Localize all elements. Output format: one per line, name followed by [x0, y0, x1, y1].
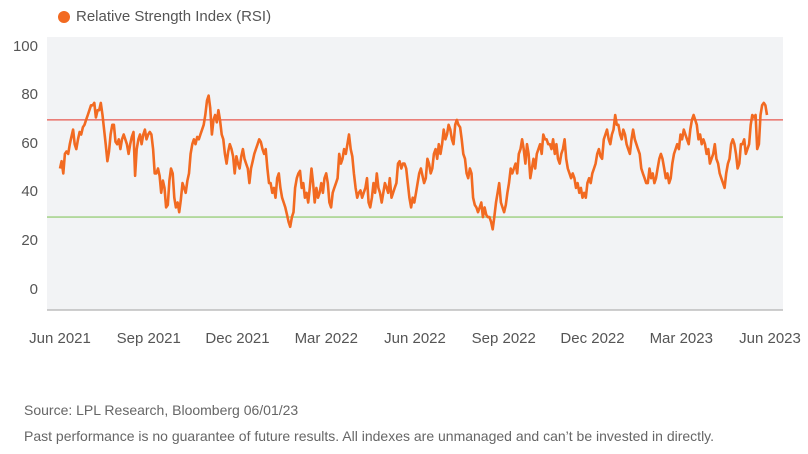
disclaimer-note: Past performance is no guarantee of futu…: [24, 428, 715, 444]
x-tick-label: Dec 2022: [560, 330, 625, 347]
x-tick-label: Sep 2022: [471, 330, 536, 347]
x-tick-label: Jun 2021: [29, 330, 91, 347]
y-tick-label: 60: [21, 135, 38, 152]
legend-marker-icon: [58, 10, 70, 23]
y-tick-label: 100: [12, 38, 38, 55]
x-tick-label: Sep 2021: [116, 330, 181, 347]
y-tick-label: 80: [21, 86, 38, 103]
y-tick-label: 40: [21, 183, 38, 200]
x-tick-label: Jun 2022: [384, 330, 446, 347]
legend-label: Relative Strength Index (RSI): [76, 8, 272, 25]
rsi-series-line: [58, 94, 769, 231]
x-tick-label: Mar 2022: [294, 330, 358, 347]
rsi-chart: [47, 37, 783, 311]
x-tick-label: Jun 2023: [739, 330, 801, 347]
x-tick-label: Dec 2021: [205, 330, 270, 347]
y-tick-label: 20: [21, 232, 38, 249]
legend: Relative Strength Index (RSI): [58, 8, 271, 25]
x-tick-label: Mar 2023: [649, 330, 713, 347]
y-tick-label: 0: [29, 281, 38, 298]
source-note: Source: LPL Research, Bloomberg 06/01/23: [24, 402, 299, 418]
